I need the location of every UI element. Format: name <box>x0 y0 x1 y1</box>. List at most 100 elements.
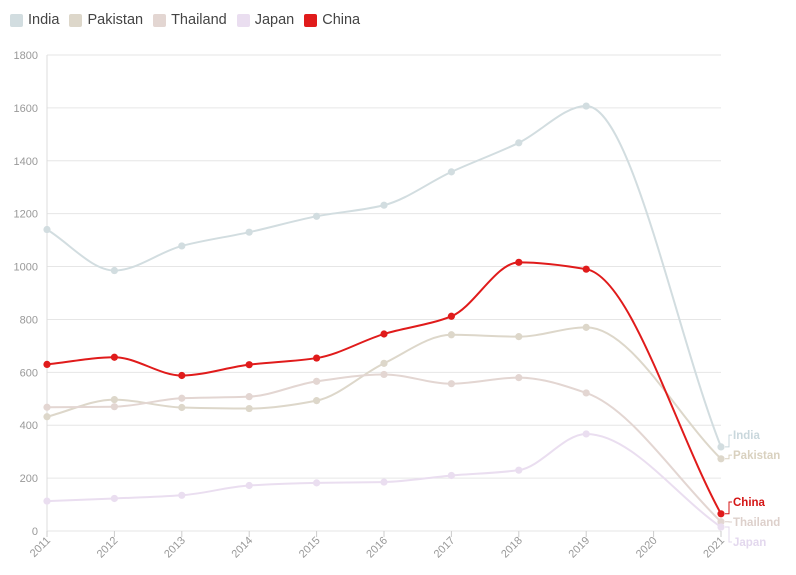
legend-label-pakistan: Pakistan <box>87 12 144 28</box>
point-pakistan-2014 <box>245 404 253 413</box>
point-pakistan-2012 <box>110 395 118 404</box>
point-india-2015 <box>313 212 321 220</box>
point-pakistan-2018 <box>515 333 523 341</box>
y-tick-label-1600: 1600 <box>14 103 38 115</box>
x-tick-label-2018: 2018 <box>499 535 525 561</box>
y-tick-label-200: 200 <box>20 473 38 485</box>
y-tick-label-600: 600 <box>20 367 38 379</box>
point-china-2016 <box>380 330 388 338</box>
legend-item-thailand[interactable]: Thailand <box>153 12 227 28</box>
x-tick-label-2017: 2017 <box>432 535 458 561</box>
y-tick-label-1800: 1800 <box>14 50 38 62</box>
series-line-china <box>46 261 722 515</box>
legend-label-china: China <box>322 12 361 28</box>
point-india-2014 <box>245 228 253 236</box>
point-pakistan-2021 <box>717 455 725 463</box>
legend-swatch-china <box>304 13 318 27</box>
point-thailand-2013 <box>178 394 186 402</box>
point-thailand-2021 <box>717 518 725 526</box>
point-china-2018 <box>515 258 523 266</box>
end-label-thailand: Thailand <box>733 517 780 529</box>
point-india-2017 <box>447 168 455 176</box>
y-tick-label-800: 800 <box>20 314 38 326</box>
y-tick-label-0: 0 <box>32 526 38 538</box>
point-japan-2011 <box>43 497 51 505</box>
legend-swatch-india <box>10 13 23 27</box>
end-label-china: China <box>733 497 766 509</box>
point-japan-2013 <box>178 491 186 499</box>
legend-label-thailand: Thailand <box>171 12 227 28</box>
legend-item-china[interactable]: China <box>304 12 360 28</box>
series-line-thailand <box>46 373 722 523</box>
point-pakistan-2017 <box>447 331 455 339</box>
point-thailand-2017 <box>447 380 455 388</box>
point-china-2013 <box>178 371 186 380</box>
point-india-2016 <box>380 201 388 209</box>
point-china-2017 <box>447 312 455 320</box>
chart-legend: India Pakistan Thailand Japan China <box>10 12 370 28</box>
point-japan-2018 <box>515 466 523 474</box>
legend-item-pakistan[interactable]: Pakistan <box>69 12 143 28</box>
legend-item-india[interactable]: India <box>10 12 59 28</box>
end-label-connector-china <box>725 501 732 515</box>
point-japan-2021 <box>717 523 725 531</box>
point-japan-2016 <box>380 478 388 486</box>
point-thailand-2018 <box>515 374 523 382</box>
point-pakistan-2015 <box>313 397 321 405</box>
point-india-2019 <box>582 102 590 110</box>
end-label-connector-india <box>725 434 732 448</box>
point-china-2019 <box>582 265 590 273</box>
point-india-2018 <box>515 139 523 147</box>
point-japan-2015 <box>313 479 321 487</box>
point-japan-2019 <box>582 430 590 438</box>
point-india-2012 <box>110 266 118 275</box>
point-pakistan-2019 <box>582 323 590 331</box>
x-tick-label-2014: 2014 <box>230 535 256 561</box>
point-thailand-2012 <box>110 403 118 411</box>
legend-label-india: India <box>28 12 60 28</box>
y-tick-label-1400: 1400 <box>14 156 38 168</box>
point-japan-2017 <box>447 471 455 480</box>
y-tick-label-1200: 1200 <box>14 209 38 221</box>
point-thailand-2011 <box>43 403 51 411</box>
x-tick-label-2016: 2016 <box>364 535 390 561</box>
point-thailand-2014 <box>245 393 253 401</box>
end-label-japan: Japan <box>733 537 766 549</box>
point-india-2021 <box>717 443 725 451</box>
legend-item-japan[interactable]: Japan <box>236 12 295 28</box>
point-china-2014 <box>245 361 253 369</box>
end-label-pakistan: Pakistan <box>733 450 780 462</box>
point-japan-2014 <box>245 481 253 490</box>
end-label-connector-japan <box>725 526 732 543</box>
x-tick-label-2013: 2013 <box>162 535 188 561</box>
point-china-2011 <box>43 360 51 368</box>
series-line-india <box>46 105 722 448</box>
point-india-2013 <box>178 242 186 250</box>
x-tick-label-2021: 2021 <box>701 535 727 561</box>
point-china-2015 <box>313 354 321 362</box>
x-tick-label-2011: 2011 <box>28 535 53 560</box>
series-line-pakistan <box>46 326 722 460</box>
x-tick-label-2020: 2020 <box>634 535 660 561</box>
x-tick-label-2015: 2015 <box>297 535 323 561</box>
legend-swatch-japan <box>236 13 250 27</box>
point-india-2011 <box>43 225 51 234</box>
y-tick-label-400: 400 <box>20 420 38 432</box>
end-label-india: India <box>733 430 760 442</box>
point-thailand-2015 <box>313 377 321 385</box>
point-china-2012 <box>110 353 118 361</box>
point-pakistan-2016 <box>380 359 388 367</box>
point-thailand-2016 <box>380 370 388 379</box>
point-japan-2012 <box>110 494 118 503</box>
legend-swatch-thailand <box>153 13 167 27</box>
x-tick-label-2012: 2012 <box>95 535 121 561</box>
y-tick-label-1000: 1000 <box>14 262 38 274</box>
legend-label-japan: Japan <box>254 12 295 28</box>
point-pakistan-2011 <box>43 413 51 421</box>
point-thailand-2019 <box>582 389 590 397</box>
point-pakistan-2013 <box>178 403 186 412</box>
legend-swatch-pakistan <box>69 13 83 27</box>
point-china-2021 <box>717 510 725 518</box>
end-label-connector-pakistan <box>725 454 732 460</box>
